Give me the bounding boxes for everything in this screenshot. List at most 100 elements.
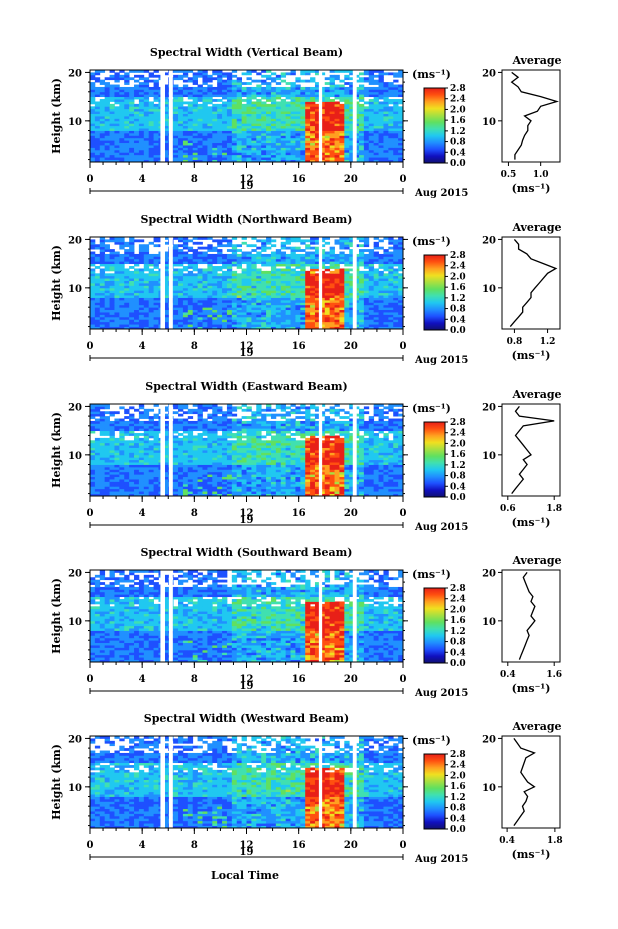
heatmap-cell — [339, 154, 345, 158]
heatmap-cell — [104, 314, 110, 318]
heatmap-cell — [143, 159, 150, 163]
heatmap-cell — [138, 319, 145, 323]
heatmap-cell — [363, 270, 370, 274]
heatmap-cell — [251, 132, 257, 136]
heatmap-cell — [231, 302, 238, 306]
heatmap-cell — [324, 316, 331, 320]
heatmap-cell — [324, 258, 331, 262]
heatmap-cell — [329, 249, 335, 252]
heatmap-cell — [373, 237, 379, 240]
heatmap-cell — [378, 292, 384, 296]
heatmap-cell — [163, 140, 169, 144]
heatmap-cell — [305, 91, 311, 95]
heatmap-cell — [138, 99, 145, 102]
heatmap-cell — [256, 152, 262, 156]
heatmap-cell — [138, 101, 145, 105]
heatmap-cell — [119, 157, 125, 160]
heatmap-cell — [319, 258, 326, 262]
heatmap-cell — [319, 137, 326, 141]
heatmap-cell — [212, 324, 218, 327]
heatmap-cell — [182, 280, 189, 284]
heatmap-cell — [138, 316, 145, 320]
heatmap-cell — [251, 149, 257, 153]
heatmap-cell — [310, 488, 316, 492]
heatmap-cell — [182, 253, 189, 257]
data-gap — [160, 237, 165, 329]
heatmap-cell — [90, 481, 96, 485]
heatmap-cell — [226, 142, 233, 146]
heatmap-cell — [329, 483, 335, 487]
heatmap-cell — [90, 486, 96, 490]
heatmap-cell — [226, 103, 233, 107]
heatmap-cell — [378, 266, 384, 269]
heatmap-cell — [90, 130, 96, 134]
heatmap-cell — [124, 249, 130, 252]
heatmap-cell — [383, 316, 389, 320]
heatmap-cell — [119, 145, 125, 148]
heatmap-cell — [148, 275, 154, 279]
heatmap-cell — [134, 154, 140, 158]
heatmap-cell — [202, 108, 208, 112]
heatmap-cell — [192, 123, 198, 127]
heatmap-cell — [266, 154, 272, 158]
heatmap-cell — [373, 140, 379, 144]
heatmap-cell — [207, 307, 213, 311]
heatmap-cell — [344, 108, 350, 112]
heatmap-cell — [270, 106, 277, 110]
heatmap-cell — [261, 309, 267, 313]
heatmap-cell — [202, 326, 208, 330]
heatmap-cell — [192, 142, 198, 146]
heatmap-cell — [378, 263, 384, 267]
heatmap-cell — [124, 79, 130, 83]
heatmap-cell — [114, 316, 120, 320]
heatmap-cell — [261, 137, 267, 141]
heatmap-cell — [305, 275, 311, 279]
heatmap-cell — [153, 253, 159, 257]
heatmap-cell — [329, 251, 335, 255]
heatmap-cell — [363, 304, 370, 308]
heatmap-cell — [173, 488, 179, 492]
heatmap-cell — [231, 128, 238, 131]
heatmap-cell — [178, 483, 184, 487]
heatmap-cell — [305, 137, 311, 141]
heatmap-cell — [349, 108, 355, 112]
heatmap-cell — [368, 74, 375, 78]
heatmap-cell — [192, 479, 198, 482]
heatmap-cell — [226, 273, 233, 277]
heatmap-cell — [358, 237, 365, 240]
heatmap-cell — [207, 132, 213, 136]
heatmap-cell — [134, 290, 140, 294]
heatmap-cell — [339, 278, 345, 281]
heatmap-cell — [290, 147, 296, 151]
heatmap-cell — [334, 493, 340, 497]
heatmap-cell — [363, 314, 370, 318]
heatmap-cell — [393, 249, 399, 252]
y-axis-label: Height (km) — [50, 245, 63, 321]
heatmap-cell — [99, 297, 106, 301]
heatmap-cell — [226, 261, 233, 265]
heatmap-cell — [202, 486, 208, 490]
heatmap-cell — [280, 292, 287, 296]
heatmap-cell — [256, 111, 262, 114]
heatmap-cell — [378, 312, 384, 315]
heatmap-cell — [207, 268, 213, 272]
heatmap-cell — [393, 99, 399, 102]
heatmap-cell — [344, 89, 350, 93]
heatmap-cell — [104, 491, 110, 494]
heatmap-cell — [163, 302, 169, 306]
heatmap-cell — [349, 154, 355, 158]
heatmap-cell — [363, 106, 370, 110]
heatmap-cell — [285, 299, 291, 303]
heatmap-cell — [344, 280, 350, 284]
heatmap-cell — [270, 256, 277, 260]
heatmap-cell — [217, 154, 223, 158]
heatmap-cell — [197, 268, 203, 272]
heatmap-cell — [129, 278, 135, 281]
heatmap-cell — [202, 135, 208, 139]
heatmap-cell — [236, 312, 243, 315]
heatmap-cell — [378, 157, 384, 160]
heatmap-cell — [354, 120, 360, 124]
heatmap-cell — [129, 149, 135, 153]
heatmap-cell — [134, 292, 140, 296]
heatmap-cell — [212, 130, 218, 134]
